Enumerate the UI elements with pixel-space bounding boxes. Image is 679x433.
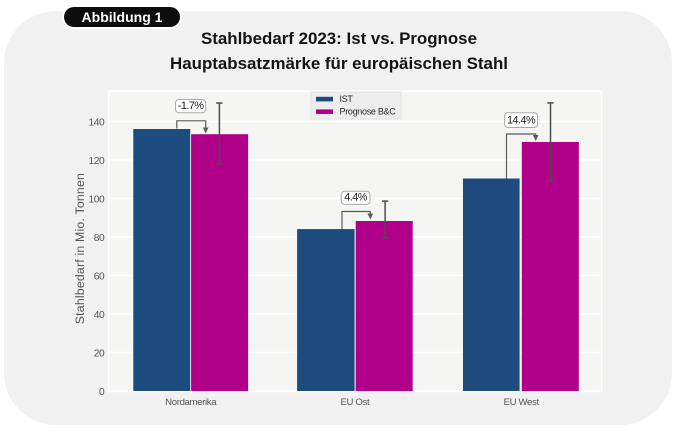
- svg-text:40: 40: [94, 310, 105, 321]
- svg-text:Stahlbedarf in Mio. Tonnen: Stahlbedarf in Mio. Tonnen: [73, 173, 87, 324]
- svg-text:EU Ost: EU Ost: [340, 397, 370, 408]
- svg-text:Prognose B&C: Prognose B&C: [340, 107, 397, 117]
- svg-text:4.4%: 4.4%: [344, 192, 368, 204]
- svg-text:IST: IST: [340, 94, 354, 104]
- svg-text:0: 0: [99, 387, 105, 398]
- svg-text:120: 120: [88, 156, 105, 167]
- svg-text:20: 20: [94, 349, 105, 360]
- svg-text:60: 60: [94, 272, 105, 283]
- svg-text:14.4%: 14.4%: [507, 115, 536, 127]
- svg-text:80: 80: [94, 233, 105, 244]
- svg-text:EU West: EU West: [504, 397, 540, 408]
- svg-text:-1.7%: -1.7%: [178, 100, 205, 112]
- svg-text:Nordamerika: Nordamerika: [165, 397, 217, 408]
- svg-text:100: 100: [88, 195, 105, 206]
- svg-text:140: 140: [88, 118, 105, 129]
